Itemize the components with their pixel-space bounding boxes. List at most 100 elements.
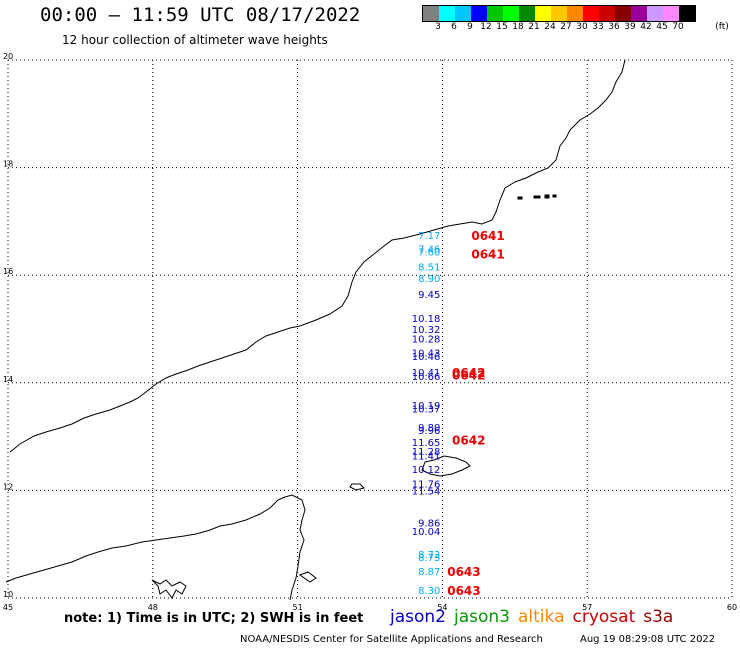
- wave-height-label: 10.18: [412, 314, 441, 325]
- legend-label: 39: [624, 22, 636, 32]
- legend-label: 30: [576, 22, 588, 32]
- time-label: 0642: [452, 366, 485, 380]
- wave-height-label: 11.54: [412, 486, 441, 497]
- chart-title: 00:00 – 11:59 UTC 08/17/2022: [40, 4, 361, 26]
- legend-swatch: [583, 6, 599, 21]
- time-label: 0641: [471, 248, 504, 262]
- x-tick-label: 45: [3, 603, 13, 612]
- axes: 45 48 51 54 57 60 10 12 14 16 18 20: [3, 52, 737, 612]
- legend-swatch: [567, 6, 583, 21]
- satellite-s3a: s3a: [643, 607, 674, 627]
- y-tick-label: 12: [3, 482, 13, 491]
- legend-swatch: [471, 6, 487, 21]
- wave-height-label: 8.51: [418, 263, 440, 274]
- x-tick-label: 48: [148, 603, 158, 612]
- wave-height-label: 9.86: [418, 519, 440, 530]
- wave-height-label: 10.12: [412, 465, 441, 476]
- legend-label: 42: [640, 22, 652, 32]
- credit-text: NOAA/NESDIS Center for Satellite Applica…: [240, 634, 543, 645]
- legend-label: 18: [512, 22, 524, 32]
- legend-label: 27: [560, 22, 572, 32]
- legend-swatch: [679, 6, 695, 21]
- wave-height-label: 10.66: [412, 372, 441, 383]
- wave-height-label: 10.46: [412, 352, 441, 363]
- legend-label: 36: [608, 22, 620, 32]
- satellite-jason3: jason3: [454, 607, 510, 627]
- wave-height-label: 11.65: [412, 438, 441, 449]
- wave-height-label: 10.41: [412, 368, 441, 379]
- coastline: [5, 59, 626, 601]
- y-tick-label: 10: [3, 590, 13, 599]
- time-label: 0643: [447, 565, 480, 579]
- legend-label: 45: [656, 22, 668, 32]
- wave-height-label: 10.37: [412, 405, 441, 416]
- wave-height-label: 9.45: [418, 290, 440, 301]
- x-tick-label: 60: [727, 603, 737, 612]
- x-tick-label: 51: [293, 603, 303, 612]
- coast-scribble: [151, 579, 187, 599]
- wave-height-label: 10.43: [412, 349, 441, 360]
- wave-height-label: 8.90: [418, 274, 440, 285]
- time-label: 0642: [452, 433, 485, 447]
- legend-swatch: [599, 6, 615, 21]
- y-tick-label: 20: [3, 52, 13, 61]
- legend-swatch: [647, 6, 663, 21]
- wave-height-label: 9.96: [418, 426, 440, 437]
- small-island: [349, 483, 365, 491]
- color-legend: [422, 5, 696, 22]
- khuriya-islands: [517, 194, 557, 200]
- socotra-island: [421, 455, 471, 477]
- wave-height-label: 10.04: [412, 527, 441, 538]
- wave-height-label: 11.41: [412, 451, 441, 462]
- legend-label: 24: [544, 22, 556, 32]
- wave-height-label: 8.72: [418, 550, 440, 561]
- x-tick-label: 54: [437, 603, 447, 612]
- wave-height-label: 10.19: [412, 401, 441, 412]
- legend-swatch: [439, 6, 455, 21]
- legend-label: 3: [435, 22, 441, 32]
- wave-height-label: 8.30: [418, 586, 440, 597]
- chart-subtitle: 12 hour collection of altimeter wave hei…: [62, 33, 328, 47]
- time-label: 0641: [471, 229, 504, 243]
- satellite-altika: altika: [518, 607, 565, 627]
- african-coastline: [5, 496, 286, 583]
- y-tick-label: 14: [3, 375, 13, 384]
- socotra-point: [298, 571, 317, 583]
- legend-label: 12: [480, 22, 492, 32]
- wave-height-label: 9.80: [418, 423, 440, 434]
- legend-swatch: [519, 6, 535, 21]
- legend-labels: 3 6 9 12 15 18 21 24 27 30 33 36 39 42 45 70 (ft): [422, 22, 732, 34]
- wave-height-label: 10.32: [412, 325, 441, 336]
- wave-height-label: 7.17: [418, 231, 440, 242]
- legend-label: 9: [467, 22, 473, 32]
- time-label: 0643: [447, 584, 480, 598]
- wave-height-label: 8.87: [418, 567, 440, 578]
- wave-height-label: 8.73: [418, 553, 440, 564]
- wave-height-label: 11.76: [412, 479, 441, 490]
- legend-swatch: [535, 6, 551, 21]
- time-label: 0642: [452, 369, 485, 383]
- satellite-cryosat: cryosat: [572, 607, 636, 627]
- wave-height-label: 10.28: [412, 335, 441, 346]
- legend-swatch: [631, 6, 647, 21]
- legend-swatch: [615, 6, 631, 21]
- wave-height-label: 11.28: [412, 447, 441, 458]
- legend-swatch: [423, 6, 439, 21]
- wave-height-label: 7.46: [418, 244, 440, 255]
- legend-label: 21: [528, 22, 540, 32]
- arabian-coastline: [9, 59, 626, 453]
- legend-swatch: [503, 6, 519, 21]
- legend-unit: (ft): [715, 22, 729, 32]
- horn-coastline: [284, 494, 306, 601]
- x-tick-label: 57: [582, 603, 592, 612]
- legend-label: 6: [451, 22, 457, 32]
- y-tick-label: 18: [3, 160, 13, 169]
- legend-swatch: [455, 6, 471, 21]
- timestamp-text: Aug 19 08:29:08 UTC 2022: [580, 634, 716, 645]
- wave-height-label: 7.60: [418, 248, 440, 259]
- y-tick-label: 16: [3, 267, 13, 276]
- satellite-legend: jason2 jason3 altika cryosat s3a: [390, 607, 681, 627]
- legend-swatch: [551, 6, 567, 21]
